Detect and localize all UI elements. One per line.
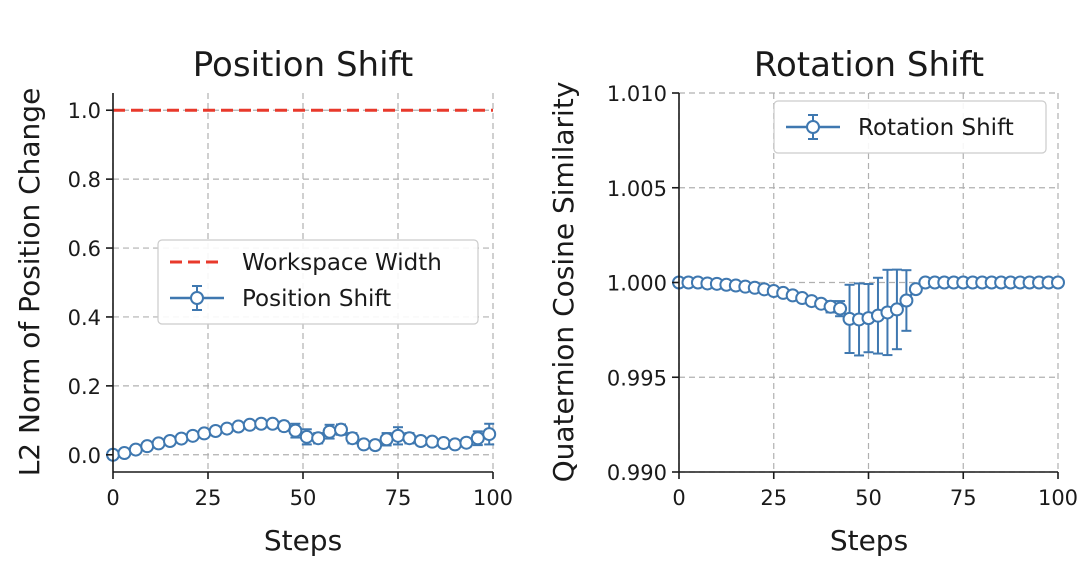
legend-marker: [806, 120, 820, 134]
x-tick-label: 100: [1038, 486, 1078, 510]
data-point: [833, 301, 848, 316]
data-point: [368, 438, 383, 453]
x-tick-label: 0: [672, 486, 685, 510]
data-point: [470, 431, 485, 446]
data-point: [174, 431, 189, 446]
x-tick-label: 100: [473, 486, 513, 510]
data-point: [231, 419, 246, 434]
x-tick-label: 75: [950, 486, 977, 510]
y-tick-label: 1.000: [607, 272, 667, 296]
data-point: [356, 437, 371, 452]
data-point: [140, 439, 155, 454]
data-point: [311, 431, 326, 446]
data-point: [1051, 275, 1065, 290]
x-tick-label: 0: [106, 486, 119, 510]
y-tick-label: 0.4: [68, 306, 101, 330]
x-axis-label: Steps: [264, 524, 342, 557]
position-shift-chart: Position Shift Steps L2 Norm of Position…: [13, 45, 513, 557]
y-tick-label: 0.0: [68, 444, 101, 468]
y-tick-label: 0.995: [607, 366, 667, 390]
data-point: [185, 428, 200, 443]
y-axis-label: Quaternion Cosine Similarity: [547, 82, 580, 483]
y-tick-label: 0.2: [68, 375, 101, 399]
data-point: [908, 282, 923, 297]
x-tick-label: 50: [290, 486, 317, 510]
data-point: [117, 446, 132, 461]
data-point: [334, 422, 348, 437]
data-point: [402, 431, 417, 446]
y-axis-label: L2 Norm of Position Change: [13, 88, 46, 477]
data-point: [899, 293, 914, 308]
data-point: [299, 429, 314, 444]
legend-box: [773, 100, 1047, 154]
data-point: [254, 416, 269, 431]
legend: Rotation Shift: [773, 100, 1047, 154]
data-point: [151, 436, 166, 451]
data-point: [322, 424, 337, 439]
legend-marker: [190, 291, 204, 305]
legend-box: [157, 239, 479, 325]
data-point: [379, 432, 394, 447]
data-point: [277, 419, 291, 434]
data-point: [413, 433, 428, 448]
x-tick-label: 50: [855, 486, 882, 510]
y-tick-label: 1.010: [607, 82, 667, 106]
chart-title: Position Shift: [193, 45, 413, 85]
y-tick-label: 1.0: [68, 99, 101, 123]
data-point: [425, 434, 440, 449]
y-tick-label: 1.005: [607, 177, 667, 201]
y-tick-label: 0.990: [607, 461, 667, 485]
data-point: [197, 426, 212, 441]
x-tick-label: 25: [760, 486, 787, 510]
data-point: [208, 423, 223, 438]
legend-label: Rotation Shift: [858, 115, 1014, 141]
legend-label: Workspace Width: [242, 250, 442, 276]
data-point: [436, 436, 451, 451]
y-tick-label: 0.8: [68, 168, 101, 192]
data-point: [459, 435, 474, 450]
data-point: [265, 416, 280, 431]
data-point: [345, 431, 360, 446]
rotation-shift-chart: Rotation Shift Steps Quaternion Cosine S…: [547, 45, 1078, 557]
x-tick-label: 25: [195, 486, 222, 510]
data-point: [128, 442, 143, 457]
data-point: [163, 433, 177, 448]
legend: Workspace Width Position Shift: [157, 239, 479, 325]
x-tick-label: 75: [385, 486, 412, 510]
data-point: [889, 302, 904, 317]
legend-label: Position Shift: [242, 286, 391, 312]
data-point: [220, 421, 234, 436]
data-point: [288, 423, 303, 438]
data-point: [391, 428, 405, 443]
data-point: [448, 437, 462, 452]
chart-title: Rotation Shift: [754, 45, 984, 85]
data-point: [242, 417, 257, 432]
x-axis-label: Steps: [830, 524, 908, 557]
y-tick-label: 0.6: [68, 237, 101, 261]
data-point: [482, 427, 497, 442]
